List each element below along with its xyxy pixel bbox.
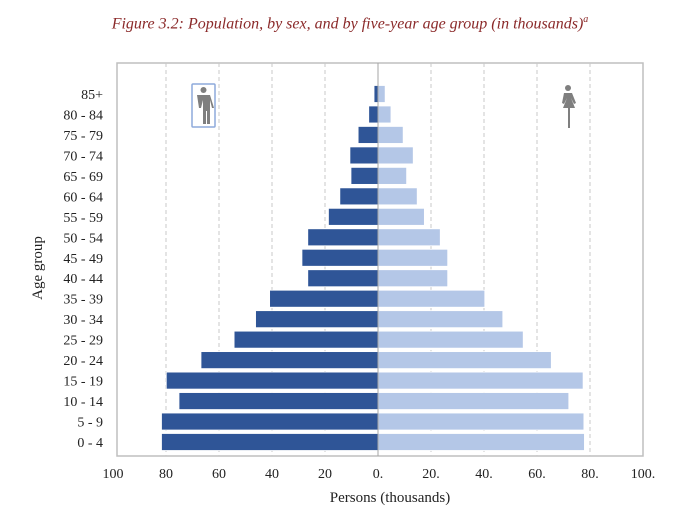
x-tick-label: 40. [475,467,493,482]
y-tick-label: 40 - 44 [63,272,103,287]
bar-female [377,289,486,308]
title-superscript: a [583,14,589,25]
bar-female [377,310,504,329]
bar-female [377,207,425,226]
y-tick-label: 25 - 29 [63,334,103,349]
bar-male [301,248,379,267]
bar-male [350,166,379,185]
x-tick-label: 40 [265,467,279,482]
bar-male [269,289,379,308]
bar-male [161,412,379,431]
bar-male [368,105,379,124]
bar-male [349,146,379,165]
bar-male [307,269,379,288]
bar-female [377,433,585,451]
chart-title: Figure 3.2: Population, by sex, and by f… [0,14,700,33]
x-tick-label: 60. [528,467,546,482]
x-tick-label: 0. [373,467,384,482]
y-tick-label: 0 - 4 [77,436,103,451]
bar-female [377,105,392,124]
male-icon [191,83,216,128]
bar-female [377,85,386,103]
bar-female [377,351,552,370]
x-tick-label: 60 [212,467,226,482]
x-axis-label: Persons (thousands) [330,490,450,506]
bar-male [255,310,379,329]
y-tick-label: 35 - 39 [63,293,103,308]
y-tick-label: 15 - 19 [63,375,103,390]
x-tick-label: 20 [318,467,332,482]
y-tick-label: 75 - 79 [63,129,103,144]
bar-male [165,371,379,390]
female-icon [562,85,576,128]
y-tick-label: 45 - 49 [63,252,103,267]
x-tick-label: 100. [631,467,656,482]
y-tick-label: 60 - 64 [63,190,103,205]
bar-male [328,207,379,226]
bar-male [200,351,379,370]
y-tick-label: 30 - 34 [63,313,103,328]
bar-male [178,392,379,410]
y-axis-label: Age group [30,236,46,300]
bar-male [339,187,379,206]
bar-female [377,187,418,206]
bar-female [377,146,414,165]
chart-title-text: Figure 3.2: Population, by sex, and by f… [111,15,584,33]
bar-female [377,126,404,144]
y-tick-label: 80 - 84 [63,108,103,123]
bar-female [377,248,449,267]
bar-female [377,166,408,185]
y-tick-label: 70 - 74 [63,149,103,164]
bar-female [377,330,524,349]
y-tick-label: 65 - 69 [63,170,103,185]
bar-male [233,330,379,349]
bar-female [377,392,570,410]
y-tick-label: 5 - 9 [77,416,103,431]
x-tick-label: 80 [159,467,173,482]
x-tick-label: 100 [103,467,124,482]
x-tick-label: 20. [422,467,440,482]
bar-male [161,433,379,451]
bar-male [357,126,379,144]
bar-male [307,228,379,247]
bar-male [373,85,379,103]
bar-female [377,228,441,247]
y-tick-label: 20 - 24 [63,354,103,369]
y-tick-label: 50 - 54 [63,231,103,246]
bar-female [377,371,584,390]
y-tick-label: 10 - 14 [63,395,103,410]
bar-female [377,269,449,288]
bar-female [377,412,585,431]
y-tick-label: 85+ [81,88,103,103]
x-tick-label: 80. [581,467,599,482]
y-tick-label: 55 - 59 [63,211,103,226]
